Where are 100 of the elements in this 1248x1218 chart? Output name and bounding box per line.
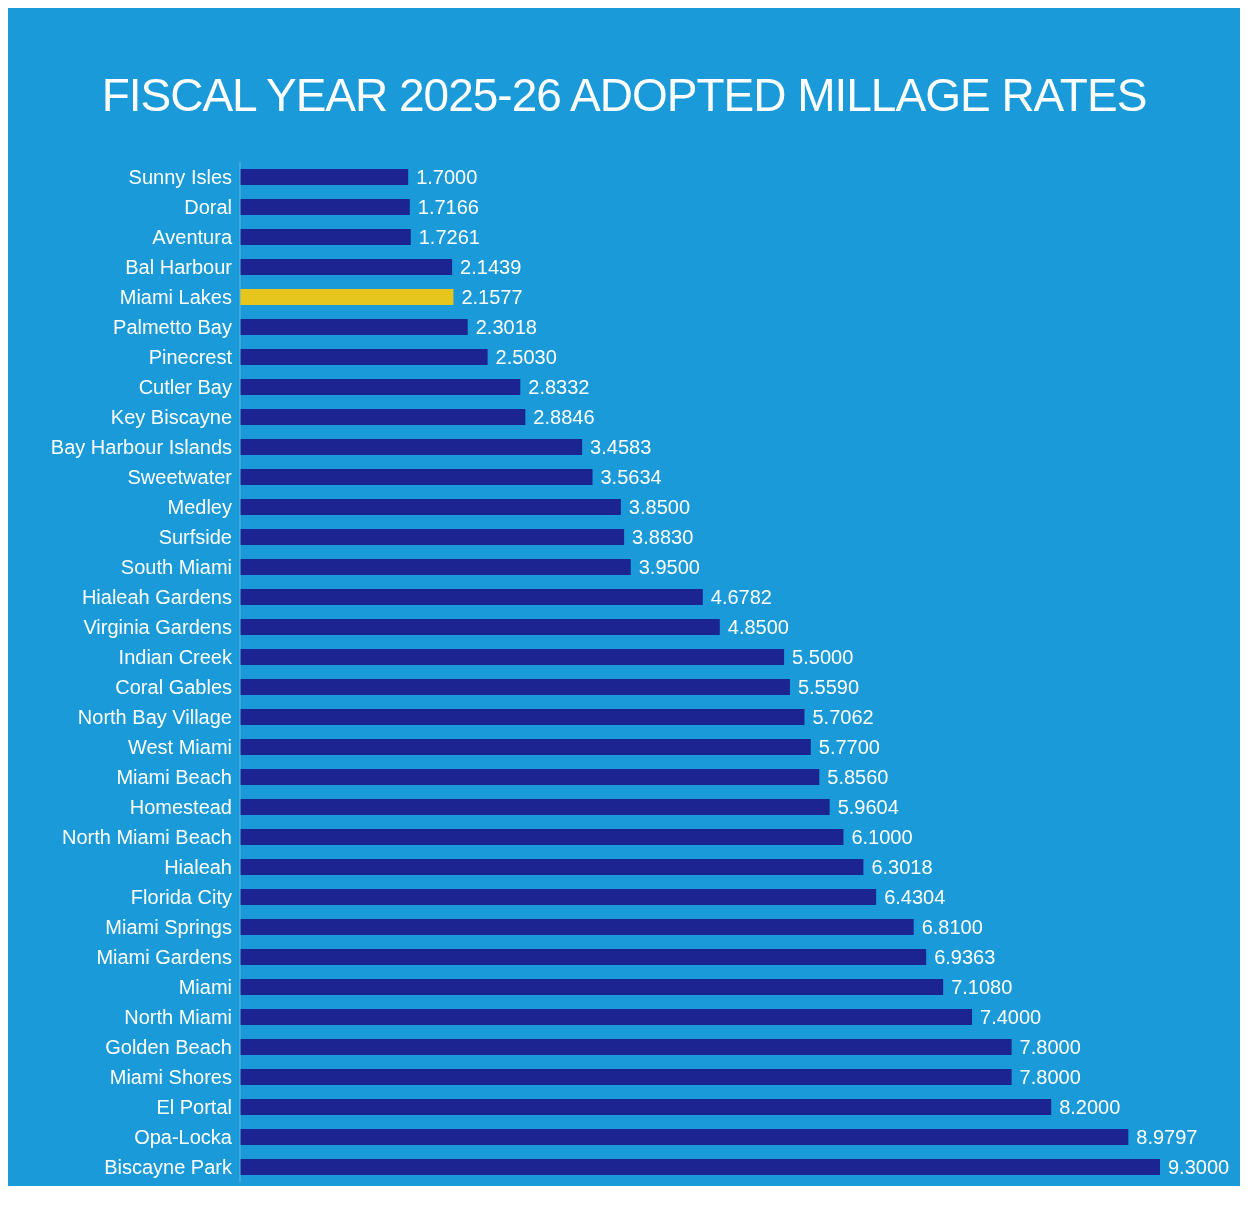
- bar: [240, 619, 720, 635]
- data-label: 2.1439: [460, 256, 522, 278]
- data-label: 2.1577: [461, 286, 523, 308]
- bar: [240, 1069, 1012, 1085]
- bar: [240, 799, 830, 815]
- data-label: 4.6782: [710, 586, 772, 608]
- data-label: 5.5590: [797, 676, 860, 698]
- bar: [240, 529, 625, 545]
- y-tick-label: Homestead: [129, 796, 232, 819]
- data-label: 7.8000: [1019, 1036, 1081, 1058]
- y-tick-label: North Miami: [124, 1006, 232, 1029]
- chart-title: FISCAL YEAR 2025-26 ADOPTED MILLAGE RATES: [100, 68, 1148, 123]
- y-tick-label: Bay Harbour Islands: [50, 436, 232, 459]
- y-tick-label: Miami: [178, 976, 232, 999]
- data-label: 7.8000: [1019, 1066, 1081, 1088]
- y-tick-label: Coral Gables: [115, 676, 232, 699]
- bar: [240, 199, 410, 215]
- y-tick-label: Miami Beach: [116, 766, 232, 789]
- bar: [240, 889, 877, 905]
- y-tick-label: Medley: [167, 496, 232, 519]
- bar: [240, 679, 790, 695]
- y-tick-label: Sweetwater: [127, 466, 233, 489]
- data-label: 8.9797: [1136, 1126, 1198, 1148]
- y-tick-label: Palmetto Bay: [113, 316, 232, 339]
- bar: [240, 769, 820, 785]
- y-tick-label: Opa-Locka: [134, 1126, 233, 1149]
- y-tick-label: Miami Lakes: [119, 286, 232, 309]
- data-label: 2.8846: [533, 406, 595, 428]
- bar: [240, 949, 927, 965]
- data-label: 3.9500: [638, 556, 700, 578]
- data-label: 2.8332: [528, 376, 590, 398]
- y-tick-label: Virginia Gardens: [83, 616, 232, 639]
- y-tick-label: South Miami: [120, 556, 232, 579]
- bar: [240, 559, 631, 575]
- bar: [240, 349, 488, 365]
- y-tick-label: Sunny Isles: [128, 166, 232, 189]
- bar: [240, 319, 468, 335]
- bar: [240, 649, 785, 665]
- y-tick-label: Bal Harbour: [125, 256, 233, 279]
- data-label: 2.3018: [475, 316, 537, 338]
- bar: [240, 499, 621, 515]
- y-tick-label: Miami Shores: [109, 1066, 232, 1089]
- data-label: 3.8830: [632, 526, 694, 548]
- bar: [240, 259, 453, 275]
- y-tick-label: West Miami: [127, 736, 232, 759]
- y-tick-label: Surfside: [158, 526, 232, 549]
- data-label: 1.7261: [418, 226, 480, 248]
- y-tick-label: Miami Springs: [105, 916, 232, 939]
- y-tick-label: North Bay Village: [77, 706, 232, 729]
- y-tick-label: Florida City: [130, 886, 232, 909]
- y-tick-label: Doral: [184, 196, 232, 219]
- bar: [240, 829, 844, 845]
- bar: [240, 859, 864, 875]
- bar: [240, 1099, 1052, 1115]
- data-label: 3.4583: [590, 436, 652, 458]
- data-label: 6.4304: [884, 886, 946, 908]
- bar: [240, 739, 811, 755]
- bar: [240, 169, 409, 185]
- bar: [240, 1159, 1160, 1175]
- bar: [240, 589, 703, 605]
- y-tick-label: Key Biscayne: [110, 406, 232, 429]
- y-tick-label: Miami Gardens: [96, 946, 232, 969]
- data-label: 3.5634: [600, 466, 662, 488]
- bar: [240, 1009, 973, 1025]
- bar: [240, 439, 583, 455]
- data-label: 4.8500: [727, 616, 789, 638]
- data-label: 7.4000: [980, 1006, 1042, 1028]
- bar: [240, 379, 521, 395]
- data-label: 5.8560: [827, 766, 889, 788]
- bar: [240, 1039, 1012, 1055]
- y-tick-label: Golden Beach: [105, 1036, 232, 1059]
- bar: [240, 469, 593, 485]
- data-label: 7.1080: [951, 976, 1013, 998]
- y-tick-label: Aventura: [152, 226, 233, 249]
- data-label: 5.7062: [812, 706, 874, 728]
- data-label: 1.7000: [416, 166, 478, 188]
- y-tick-label: Hialeah: [164, 856, 232, 879]
- bar: [240, 289, 454, 305]
- data-label: 5.9604: [837, 796, 899, 818]
- bar: [240, 409, 526, 425]
- data-label: 3.8500: [628, 496, 691, 518]
- data-label: 5.5000: [792, 646, 854, 668]
- bar: [240, 1129, 1129, 1145]
- bar: [240, 919, 914, 935]
- y-tick-label: Hialeah Gardens: [81, 586, 232, 609]
- data-label: 5.7700: [818, 736, 880, 758]
- y-tick-label: Biscayne Park: [104, 1156, 233, 1179]
- data-label: 1.7166: [417, 196, 479, 218]
- y-tick-label: North Miami Beach: [61, 826, 232, 849]
- y-tick-label: El Portal: [156, 1096, 232, 1119]
- bar: [240, 709, 805, 725]
- data-label: 6.8100: [921, 916, 983, 938]
- data-label: 6.1000: [851, 826, 913, 848]
- y-tick-label: Indian Creek: [118, 646, 233, 669]
- bar: [240, 229, 411, 245]
- data-label: 6.9363: [934, 946, 996, 968]
- data-label: 2.5030: [495, 346, 557, 368]
- data-label: 8.2000: [1059, 1096, 1121, 1118]
- y-tick-label: Cutler Bay: [138, 376, 232, 399]
- bar: [240, 979, 944, 995]
